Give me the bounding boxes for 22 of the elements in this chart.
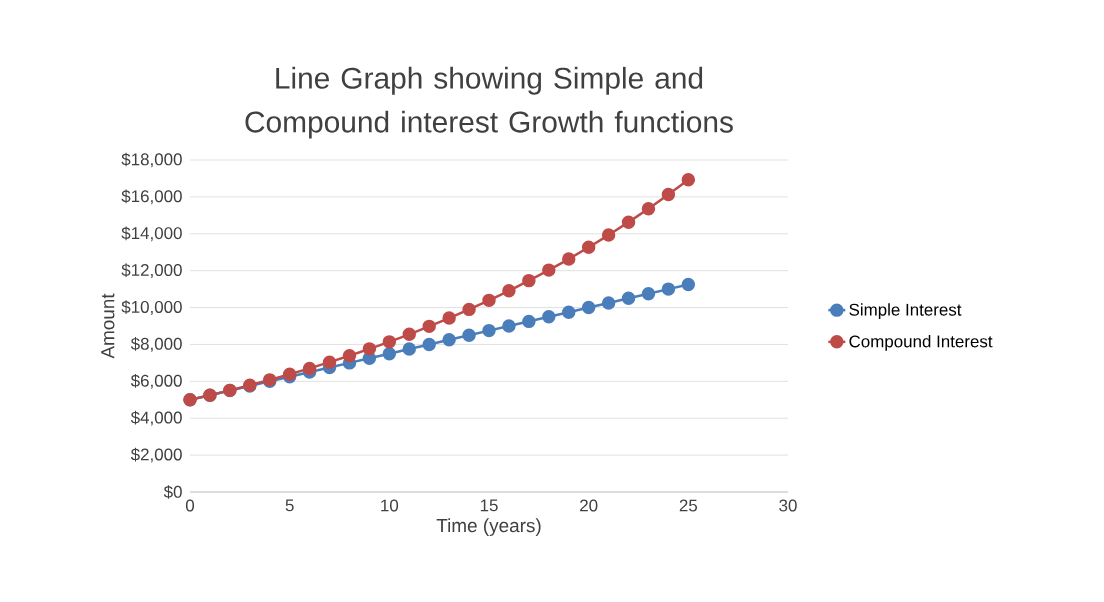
x-tick-label: 10 [381,499,399,512]
x-tick-label: 25 [679,499,698,512]
y-tick-label: $6,000 [130,373,182,389]
y-tick-label: $16,000 [121,189,182,205]
y-tick-label: $18,000 [121,152,182,168]
legend-label: Simple Interest [849,303,962,320]
x-tick-label: 15 [480,499,498,512]
y-tick-label: $8,000 [130,337,182,352]
x-tick-label: 30 [779,499,797,512]
y-tick-label: $14,000 [121,226,182,242]
x-tick-label: 0 [185,499,195,512]
chart-title: Line Graph showing Simple and Compound interest Growth functions [245,66,733,139]
y-tick-label: $2,000 [130,447,182,463]
y-tick-label: $0 [163,485,182,499]
legend-label: Compound Interest [849,334,993,351]
x-tick-label: 5 [285,499,294,512]
y-tick-label: $4,000 [130,410,182,426]
x-axis-title: Time (years) [436,518,541,536]
y-axis-title: Amount [101,293,115,359]
y-tick-label: $12,000 [121,263,182,279]
y-tick-label: $10,000 [121,300,182,315]
x-tick-label: 20 [580,499,598,512]
